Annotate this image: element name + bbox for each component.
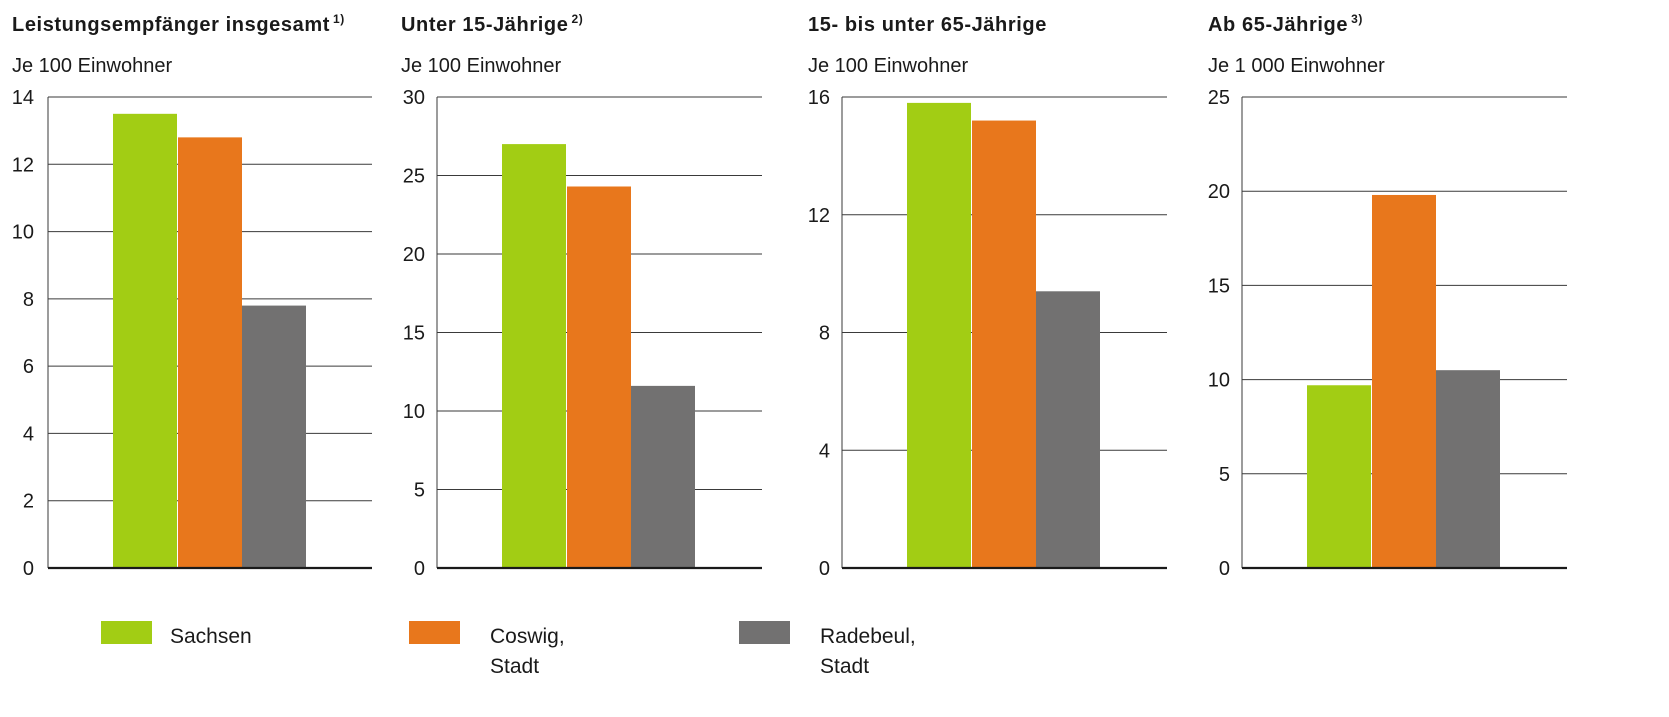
chart-panel-3: 15- bis unter 65-Jährige Je 100 Einwohner… xyxy=(808,14,1167,580)
y-tick-label: 5 xyxy=(414,480,425,502)
bar-coswig xyxy=(1372,194,1436,568)
bar-sachsen xyxy=(907,102,971,568)
bar-sachsen xyxy=(1307,385,1371,568)
legend-label: Radebeul, xyxy=(820,625,916,648)
title-footnote: 1) xyxy=(333,12,345,26)
chart-panel-4: Ab 65-Jährige 3) Je 1 000 Einwohner 0 5 10 15 2… xyxy=(1208,12,1567,580)
y-tick-label: 8 xyxy=(819,323,830,345)
legend-swatch xyxy=(739,621,790,644)
bar-sachsen xyxy=(502,144,566,568)
y-tick-label: 25 xyxy=(403,166,425,188)
y-tick-label: 10 xyxy=(403,401,425,423)
y-tick-label: 20 xyxy=(1208,181,1230,203)
y-tick-label: 2 xyxy=(23,491,34,513)
legend: Sachsen Coswig, Stadt Radebeul, Stadt xyxy=(101,621,916,678)
legend-item-coswig: Coswig, Stadt xyxy=(409,621,565,678)
bar-radebeul xyxy=(1036,291,1100,568)
y-tick-label: 16 xyxy=(808,87,830,109)
y-tick-label: 25 xyxy=(1208,87,1230,109)
chart-title: Unter 15-Jährige 2) xyxy=(401,12,583,36)
y-tick-label: 15 xyxy=(1208,275,1230,297)
legend-label: Coswig, xyxy=(490,625,565,648)
legend-label: Stadt xyxy=(490,655,539,678)
bar-radebeul xyxy=(242,305,306,568)
bar-coswig xyxy=(178,137,242,568)
y-tick-label: 15 xyxy=(403,323,425,345)
chart-title: Ab 65-Jährige 3) xyxy=(1208,12,1363,36)
bar-radebeul xyxy=(631,385,695,568)
y-tick-label: 4 xyxy=(819,440,830,462)
y-tick-label: 0 xyxy=(23,558,34,580)
legend-item-sachsen: Sachsen xyxy=(101,621,252,648)
y-tick-label: 8 xyxy=(23,289,34,311)
chart-subtitle: Je 100 Einwohner xyxy=(12,55,172,77)
y-tick-label: 5 xyxy=(1219,464,1230,486)
legend-item-radebeul: Radebeul, Stadt xyxy=(739,621,916,678)
bar-coswig xyxy=(972,120,1036,569)
legend-label: Stadt xyxy=(820,655,869,678)
bar-radebeul xyxy=(1436,370,1500,568)
chart-subtitle: Je 1 000 Einwohner xyxy=(1208,55,1385,77)
chart-panel-2: Unter 15-Jährige 2) Je 100 Einwohner 0 5 10 15… xyxy=(401,12,762,580)
y-tick-label: 12 xyxy=(12,154,34,176)
chart-panel-1: Leistungsempfänger insgesamt 1) Je 100 Ein… xyxy=(12,12,372,580)
y-tick-label: 0 xyxy=(1219,558,1230,580)
chart-title: Leistungsempfänger insgesamt 1) xyxy=(12,12,345,36)
chart-subtitle: Je 100 Einwohner xyxy=(808,55,968,77)
legend-swatch xyxy=(101,621,152,644)
y-tick-label: 0 xyxy=(414,558,425,580)
legend-label: Sachsen xyxy=(170,625,252,648)
y-tick-label: 20 xyxy=(403,244,425,266)
title-footnote: 3) xyxy=(1351,12,1363,26)
y-tick-label: 10 xyxy=(1208,370,1230,392)
y-tick-label: 14 xyxy=(12,87,34,109)
y-tick-label: 30 xyxy=(403,87,425,109)
chart-title: 15- bis unter 65-Jährige xyxy=(808,14,1047,36)
bar-coswig xyxy=(567,186,631,569)
title-footnote: 2) xyxy=(571,12,583,26)
bar-sachsen xyxy=(113,113,177,569)
y-tick-label: 6 xyxy=(23,356,34,378)
y-tick-label: 10 xyxy=(12,222,34,244)
chart-subtitle: Je 100 Einwohner xyxy=(401,55,561,77)
y-tick-label: 12 xyxy=(808,205,830,227)
legend-swatch xyxy=(409,621,460,644)
y-tick-label: 4 xyxy=(23,423,34,445)
y-tick-label: 0 xyxy=(819,558,830,580)
